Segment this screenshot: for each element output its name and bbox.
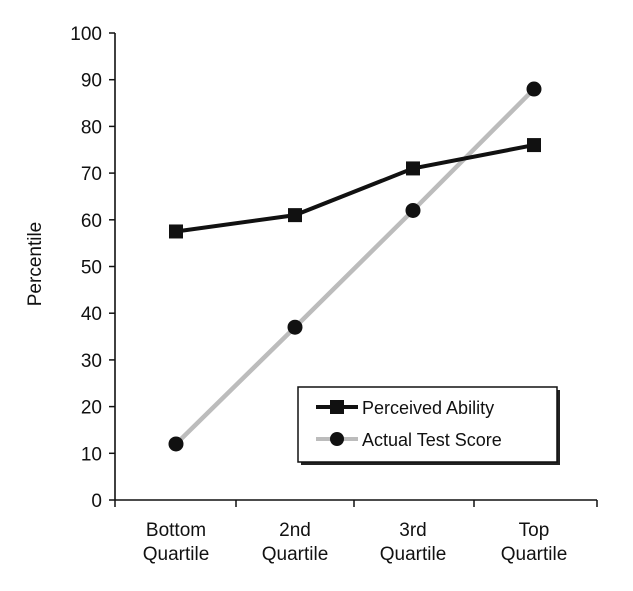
y-tick-label: 60 (81, 211, 102, 232)
y-tick-label: 30 (81, 351, 102, 372)
y-tick-label: 70 (81, 164, 102, 185)
x-category-label-line: Quartile (501, 544, 568, 565)
data-point-circle (287, 319, 303, 335)
y-tick-label: 90 (81, 71, 102, 92)
x-ticks: Bottom Quartile 2nd Quartile 3rd Quartile Top Q… (114, 500, 598, 565)
x-category-label-line: Bottom (146, 520, 206, 541)
data-point-square (406, 161, 420, 176)
y-tick-label: 10 (81, 444, 102, 465)
data-point-square (527, 138, 541, 153)
legend-label: Perceived Ability (362, 398, 494, 418)
data-point-circle (168, 436, 184, 452)
y-tick-label: 20 (81, 398, 102, 419)
data-point-circle (405, 202, 421, 218)
x-category-label-line: Quartile (143, 544, 210, 565)
legend-swatch (316, 400, 358, 414)
series-layer (168, 81, 542, 452)
x-category-label-line: 3rd (399, 520, 426, 541)
data-point-circle (526, 81, 542, 97)
data-point-square (288, 208, 302, 223)
legend-swatch-marker (330, 400, 344, 414)
legend-swatch-marker (330, 432, 344, 446)
x-category-label: Bottom Quartile (143, 520, 210, 565)
legend-box (297, 386, 558, 463)
x-category-label-line: Top (519, 520, 550, 541)
y-tick-label: 0 (91, 491, 102, 512)
x-category-label: 2nd Quartile (262, 520, 329, 565)
x-category-label-line: Quartile (380, 544, 447, 565)
x-category-label-line: Quartile (262, 544, 329, 565)
series-line (175, 143, 535, 234)
y-tick-label: 100 (70, 24, 102, 45)
x-category-label: 3rd Quartile (380, 520, 447, 565)
y-ticks: 0 10 20 30 40 50 60 70 80 90 100 (70, 24, 115, 512)
legend: Perceived Ability Actual Test Score (297, 386, 560, 465)
x-category-label: Top Quartile (501, 520, 568, 565)
series-actual-test-score (168, 81, 542, 452)
data-point-square (169, 224, 183, 239)
y-axis-label: Percentile (25, 222, 46, 307)
x-category-label-line: 2nd (279, 520, 311, 541)
y-tick-label: 40 (81, 304, 102, 325)
series-line (174, 87, 536, 446)
y-tick-label: 50 (81, 258, 102, 279)
y-tick-label: 80 (81, 117, 102, 138)
legend-swatch (316, 432, 358, 446)
series-perceived-ability (169, 138, 541, 239)
legend-label: Actual Test Score (362, 430, 502, 450)
